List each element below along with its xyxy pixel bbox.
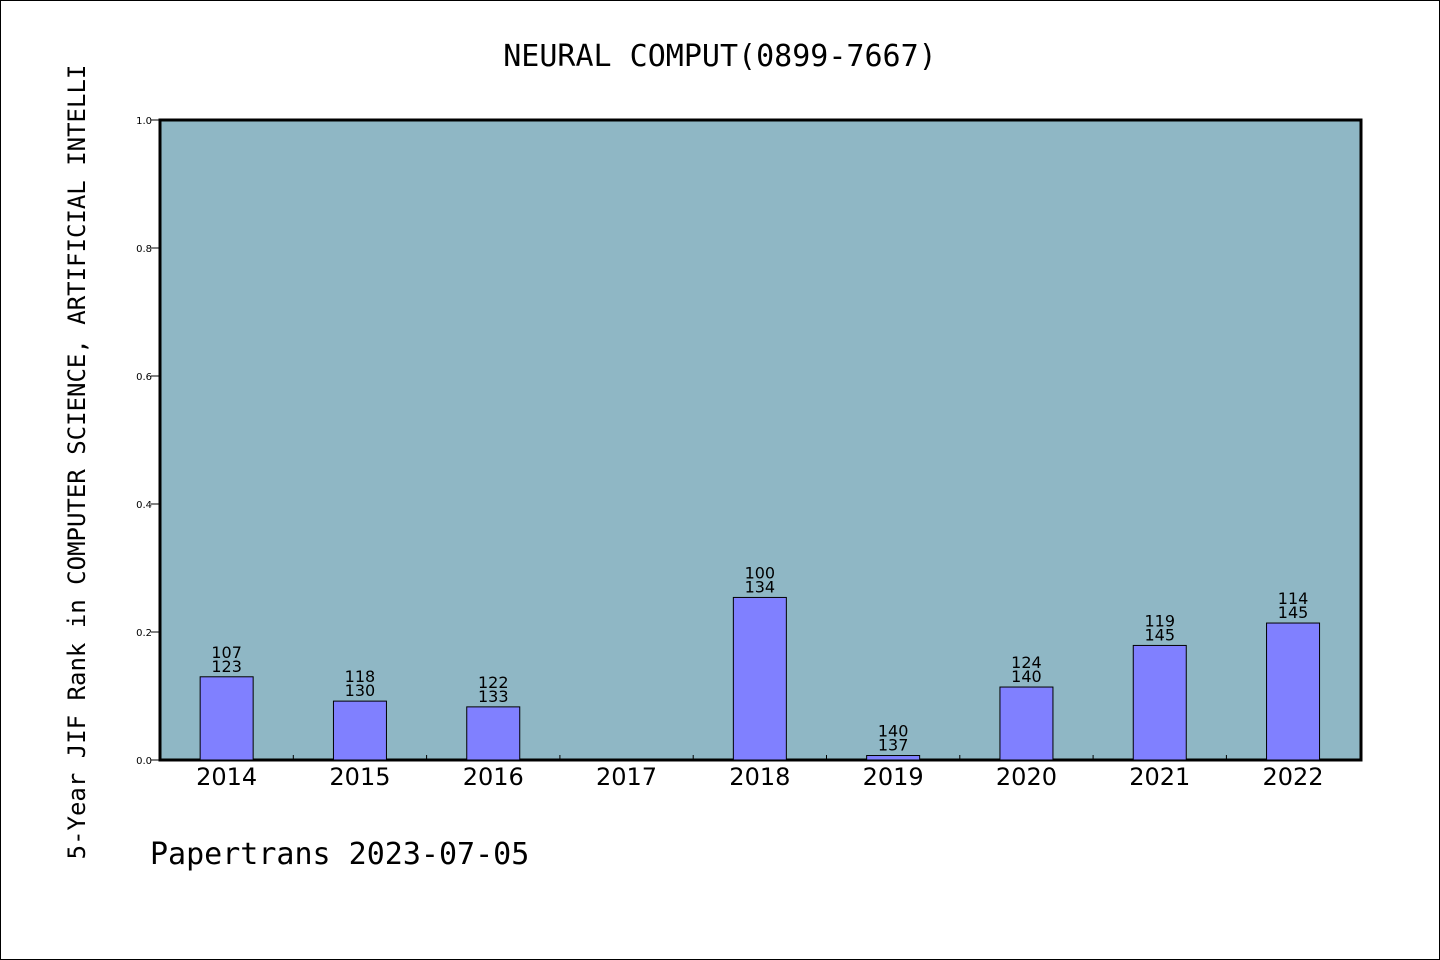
bar-2018 [732,596,787,761]
footer-source: Papertrans 2023-07-05 [150,837,529,872]
x-tick-label: 2014 [196,763,257,791]
x-axis: 2014 2015 2016 2017 2018 2019 2020 2021 2022 [196,755,1324,791]
bar-total-label: 140 [1011,667,1042,686]
x-tick-label: 2015 [329,763,390,791]
x-tick-label: 2022 [1263,763,1324,791]
bar-rank-label: 140 [878,722,909,741]
bar-rank-label: 100 [745,563,776,582]
bar-rank-label: 124 [1011,653,1042,672]
y-tick-label: 0.8 [136,244,152,255]
chart-title: NEURAL COMPUT(0899-7667) [503,39,936,74]
x-tick-label: 2019 [863,763,924,791]
x-tick-label: 2017 [596,763,657,791]
y-axis-label: 5-Year JIF Rank in COMPUTER SCIENCE, ART… [63,65,91,860]
bar-2022 [1266,622,1321,761]
bar-2019 [866,755,921,761]
x-tick-label: 2021 [1129,763,1190,791]
bar-2021 [1132,644,1187,761]
y-tick-label: 0.4 [136,500,152,511]
bar-total-label: 134 [745,577,776,596]
x-tick-label: 2016 [463,763,524,791]
bar-rank-label: 107 [211,643,242,662]
bar-total-label: 145 [1144,625,1175,644]
bar-2020 [999,686,1054,761]
x-tick-label: 2020 [996,763,1057,791]
bar-rank-label: 114 [1278,589,1309,608]
y-tick-label: 0.6 [136,372,152,383]
bar-total-label: 133 [478,687,509,706]
bar-rank-label: 119 [1144,611,1175,630]
bar-total-label: 137 [878,736,909,755]
bar-2014 [199,676,254,761]
bar-total-label: 130 [345,681,376,700]
y-tick-label: 0.0 [136,756,152,767]
x-tick-label: 2018 [729,763,790,791]
y-tick-label: 1.0 [136,116,152,127]
bar-rank-label: 118 [345,667,376,686]
bar-total-label: 145 [1278,603,1309,622]
bar-2016 [466,706,521,761]
y-tick-label: 0.2 [136,628,152,639]
bar-total-label: 123 [211,657,242,676]
y-axis: 0.0 0.2 0.4 0.6 0.8 1.0 [136,116,160,767]
bar-2015 [332,700,387,761]
bar-rank-label: 122 [478,673,509,692]
